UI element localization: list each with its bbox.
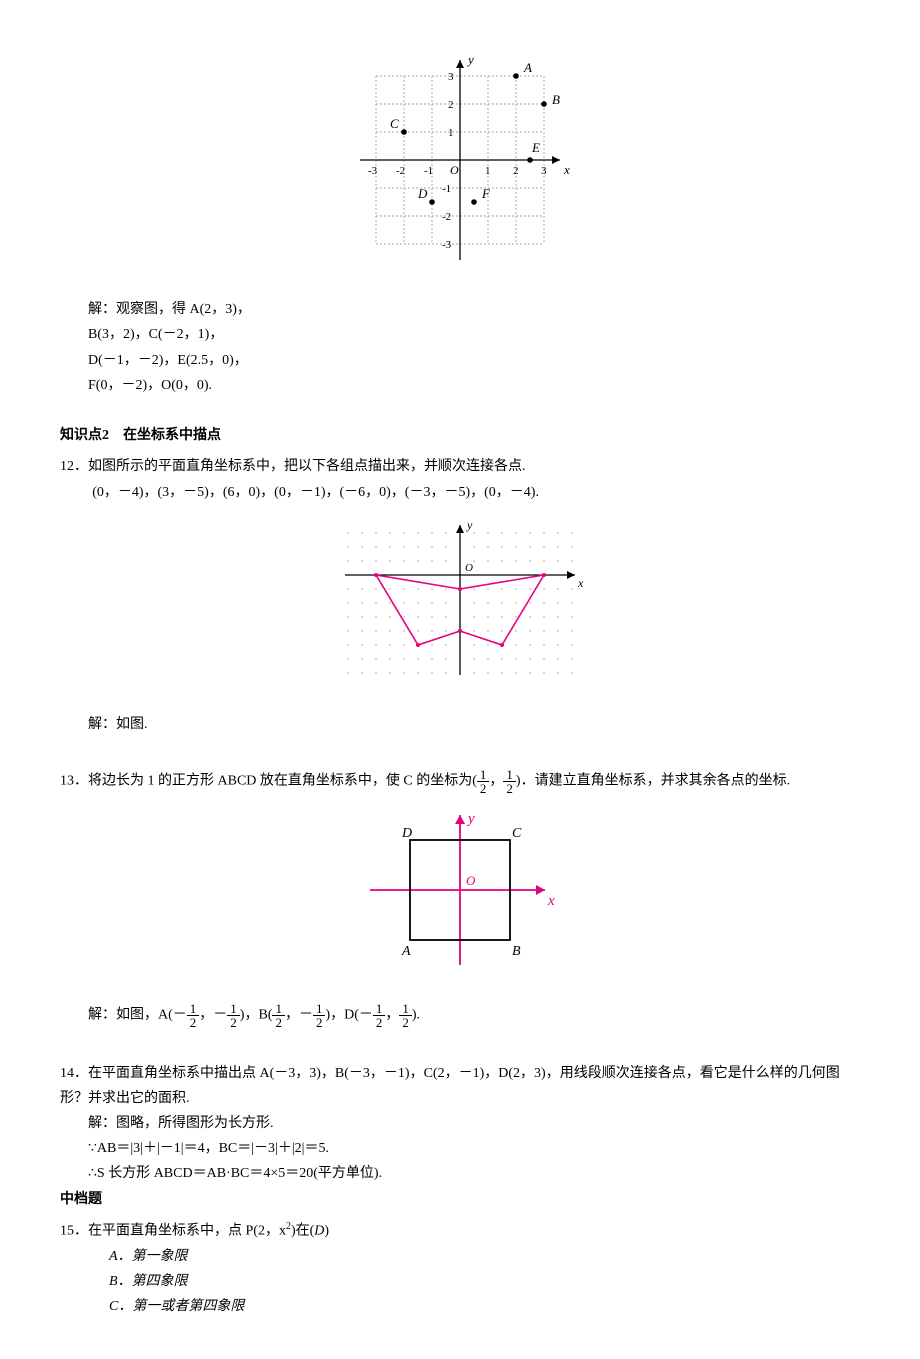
p15-opt-b: B．第四象限 <box>109 1269 860 1294</box>
svg-text:O: O <box>466 873 476 888</box>
p15-opt-a: A．第一象限 <box>109 1244 860 1269</box>
svg-text:x: x <box>547 893 555 909</box>
p13-solution: 解：如图，A(－12，－12)，B(12，－12)，D(－12，12). <box>88 1002 860 1029</box>
svg-text:C: C <box>512 826 522 841</box>
svg-text:y: y <box>466 811 475 827</box>
svg-text:O: O <box>465 562 473 574</box>
svg-text:D: D <box>417 186 428 201</box>
square-plot: x y O D C A B <box>360 805 560 975</box>
problem-12: 12．如图所示的平面直角坐标系中，把以下各组点描出来，并顺次连接各点. (0，－… <box>60 454 860 504</box>
p14-sol-0: 解：图略，所得图形为长方形. <box>88 1111 860 1136</box>
sol1-line-0: 解：观察图，得 A(2，3)， <box>88 297 860 322</box>
svg-text:3: 3 <box>448 71 454 83</box>
svg-text:x: x <box>577 576 584 590</box>
svg-text:3: 3 <box>541 165 547 177</box>
p13-stem-b: ， <box>489 774 503 789</box>
svg-text:2: 2 <box>513 165 519 177</box>
svg-text:y: y <box>466 52 474 67</box>
p12-solution: 解：如图. <box>88 712 860 737</box>
svg-text:-3: -3 <box>368 165 378 177</box>
p14-sol-2: ∴S 长方形 ABCD＝AB·BC＝4×5＝20(平方单位). <box>88 1161 860 1186</box>
solution-1: 解：观察图，得 A(2，3)， B(3，2)，C(－2，1)， D(－1，－2)… <box>88 297 860 398</box>
p15-number: 15． <box>60 1223 88 1238</box>
svg-text:B: B <box>512 944 521 959</box>
p14-number: 14． <box>60 1066 88 1081</box>
svg-text:-3: -3 <box>442 239 452 251</box>
sol1-line-1: B(3，2)，C(－2，1)， <box>88 322 860 347</box>
p12-stem: 如图所示的平面直角坐标系中，把以下各组点描出来，并顺次连接各点. <box>88 459 526 474</box>
p14-stem: 在平面直角坐标系中描出点 A(－3，3)，B(－3，－1)，C(2，－1)，D(… <box>60 1066 840 1106</box>
svg-text:F: F <box>481 186 491 201</box>
svg-text:E: E <box>531 140 540 155</box>
svg-text:2: 2 <box>448 99 454 111</box>
svg-text:1: 1 <box>485 165 491 177</box>
p12-number: 12． <box>60 459 88 474</box>
coordinate-grid-2: x y O <box>335 515 585 685</box>
svg-text:A: A <box>401 944 411 959</box>
topic-2-heading: 知识点2 在坐标系中描点 <box>60 423 860 448</box>
svg-text:A: A <box>523 60 532 75</box>
p15-opt-c: C．第一或者第四象限 <box>109 1294 860 1319</box>
svg-text:-2: -2 <box>442 211 451 223</box>
p13-number: 13． <box>60 774 88 789</box>
svg-text:-2: -2 <box>396 165 405 177</box>
p14-sol-1: ∵AB＝|3|＋|－1|＝4，BC＝|－3|＋|2|＝5. <box>88 1136 860 1161</box>
svg-text:-1: -1 <box>442 183 451 195</box>
figure-1: x y O -3 -2 -1 1 2 3 -3 -2 -1 1 2 3 A B C D E F <box>60 50 860 279</box>
svg-text:B: B <box>552 92 560 107</box>
figure-3: x y O D C A B <box>60 805 860 984</box>
svg-text:y: y <box>466 518 473 532</box>
coordinate-grid-1: x y O -3 -2 -1 1 2 3 -3 -2 -1 1 2 3 A B C D E F <box>350 50 570 270</box>
problem-14: 14．在平面直角坐标系中描出点 A(－3，3)，B(－3，－1)，C(2，－1)… <box>60 1061 860 1111</box>
problem-15: 15．在平面直角坐标系中，点 P(2，x2)在(D) <box>60 1218 860 1244</box>
svg-text:-1: -1 <box>424 165 433 177</box>
frac-c-x: 12 <box>477 768 490 795</box>
mid-section: 中档题 <box>60 1187 860 1212</box>
p12-points: (0，－4)，(3，－5)，(6，0)，(0，－1)，(－6，0)，(－3，－5… <box>92 480 860 505</box>
sol1-line-3: F(0，－2)，O(0，0). <box>88 373 860 398</box>
figure-2: x y O <box>60 515 860 694</box>
p13-stem-c: )．请建立直角坐标系，并求其余各点的坐标. <box>516 774 790 789</box>
svg-text:1: 1 <box>448 127 454 139</box>
svg-text:C: C <box>390 116 399 131</box>
svg-text:D: D <box>401 826 412 841</box>
problem-13: 13．将边长为 1 的正方形 ABCD 放在直角坐标系中，使 C 的坐标为(12… <box>60 768 860 795</box>
svg-text:x: x <box>563 162 570 177</box>
frac-c-y: 12 <box>503 768 516 795</box>
sol1-line-2: D(－1，－2)，E(2.5，0)， <box>88 348 860 373</box>
svg-text:O: O <box>450 163 459 177</box>
p13-stem-a: 将边长为 1 的正方形 ABCD 放在直角坐标系中，使 C 的坐标为( <box>88 774 477 789</box>
